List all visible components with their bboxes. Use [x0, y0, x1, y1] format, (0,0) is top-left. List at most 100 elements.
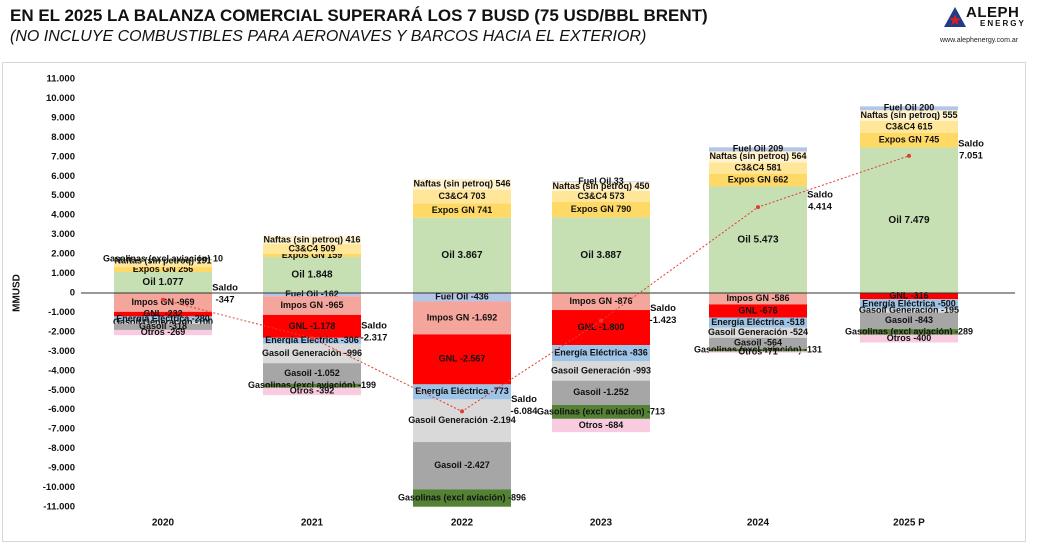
bar-segment	[552, 380, 650, 405]
saldo-point	[907, 153, 911, 158]
bar-segment	[114, 323, 212, 330]
saldo-point	[756, 205, 760, 210]
y-tick-label: 5.000	[51, 190, 75, 201]
y-tick-label: 3.000	[51, 229, 75, 240]
bar-data-label: GNL -232	[143, 308, 182, 318]
bar-data-label: Fuel Oil 209	[733, 144, 784, 154]
bar-segment	[552, 181, 650, 183]
bar-segment	[413, 399, 511, 443]
bar-segment	[413, 179, 511, 190]
y-tick-label: 2.000	[51, 249, 75, 260]
bar-data-label: Naftas (sin petroq) 416	[263, 234, 360, 244]
bar-segment	[114, 267, 212, 273]
bar-data-label: Energía Eléctrica -773	[415, 386, 509, 396]
y-tick-label: -4.000	[48, 365, 75, 376]
bar-data-label: C3&C4 581	[734, 162, 781, 172]
bar-segment	[709, 317, 807, 328]
bar-segment	[263, 337, 361, 344]
bar-segment	[263, 343, 361, 364]
bar-segment	[709, 348, 807, 352]
bar-segment	[413, 189, 511, 204]
bar-data-label: Otros -71	[738, 346, 778, 356]
bar-data-label: Expos GN 256	[133, 264, 194, 274]
bar-data-label: Naftas (sin petroq) 450	[552, 181, 649, 191]
bar-segment	[114, 316, 212, 322]
bar-segment	[709, 337, 807, 349]
bar-segment	[114, 263, 212, 268]
y-tick-label: -6.000	[48, 404, 75, 415]
bar-data-label: Fuel Oil 200	[884, 103, 935, 113]
saldo-label: Saldo	[361, 321, 387, 332]
bar-data-label: Oil 1.848	[291, 270, 333, 281]
bar-data-label: Gasoil -564	[734, 338, 782, 348]
logo-name: ALEPH	[966, 4, 1020, 21]
bar-data-label: Gasoil -318	[139, 321, 187, 331]
y-tick-label: 4.000	[51, 210, 75, 221]
y-tick-label: -8.000	[48, 443, 75, 454]
bar-data-label: Gasolinas (excl aviación) -896	[398, 492, 526, 502]
bar-data-label: Expos GN 741	[432, 205, 493, 215]
bar-segment	[709, 351, 807, 353]
bar-data-label: Gasoil Generación -524	[708, 327, 808, 337]
bar-segment	[114, 293, 212, 312]
saldo-label: 7.051	[959, 150, 983, 161]
y-tick-label: -11.000	[43, 502, 75, 513]
aleph-energy-logo: ALEPH ENERGY www.alephenergy.com.ar	[940, 4, 1036, 50]
y-tick-label: -9.000	[48, 463, 75, 474]
bar-data-label: Otros -684	[579, 420, 624, 430]
bar-data-label: Naftas (sin petroq) 191	[114, 256, 211, 266]
x-tick-label: 2024	[747, 518, 770, 529]
bar-data-label: Gasolinas (excl aviación) -289	[845, 326, 973, 336]
bar-data-label: Impos GN -586	[726, 293, 789, 303]
bar-segment	[709, 173, 807, 187]
bar-data-label: Naftas (sin petroq) 555	[860, 110, 957, 120]
bar-segment	[860, 299, 958, 309]
bar-data-label: Impos GN -1.692	[427, 312, 498, 322]
bar-data-label: Oil 3.867	[441, 250, 483, 261]
bar-segment	[413, 334, 511, 385]
saldo-label: -1.423	[650, 315, 677, 326]
bar-segment	[263, 293, 361, 297]
chart-panel: MMUSD 11.000 10.000 9.000 8.000 7.000 6.000 5.0…	[2, 62, 1026, 542]
bar-segment	[552, 190, 650, 203]
bar-segment	[709, 151, 807, 163]
saldo-label: Saldo	[958, 138, 984, 149]
bar-segment	[709, 186, 807, 293]
bar-data-label: Gasoil Generación -2.194	[408, 415, 516, 425]
bar-segment	[552, 418, 650, 433]
bar-data-label: Oil 7.479	[888, 215, 930, 226]
bar-data-label: Gasolinas (excl aviación) 10	[103, 254, 223, 264]
bar-segment	[709, 162, 807, 174]
logo-sub: ENERGY	[980, 19, 1026, 28]
y-tick-label: -2.000	[48, 326, 75, 337]
saldo-label: Saldo	[650, 303, 676, 314]
bar-data-label: Gasoil -843	[885, 315, 933, 325]
saldo-label: -2.317	[361, 333, 388, 344]
y-tick-label: 1.000	[51, 268, 75, 279]
bar-data-label: Energía Eléctrica -500	[862, 298, 956, 308]
bar-segment	[552, 404, 650, 419]
bar-data-label: Expos GN 662	[728, 174, 789, 184]
saldo-label: Saldo	[212, 282, 238, 293]
saldo-label: -347	[215, 294, 234, 305]
bar-segment	[413, 489, 511, 507]
bar-data-label: C3&C4 703	[438, 191, 485, 201]
bar-segment	[860, 110, 958, 122]
y-tick-label: 6.000	[51, 171, 75, 182]
bar-data-label: GNL -676	[738, 305, 777, 315]
bar-data-label: Gasoil Generación -993	[551, 365, 651, 375]
bar-data-label: Gasoil Generación -996	[262, 348, 362, 358]
y-tick-label: 8.000	[51, 132, 75, 143]
x-tick-label: 2023	[590, 518, 613, 529]
bar-segment	[114, 259, 212, 260]
bar-segment	[114, 259, 212, 264]
bar-segment	[552, 217, 650, 293]
bar-data-label: Gasolinas (excl aviación) -713	[537, 406, 665, 416]
bar-data-label: Gasoil -2.427	[434, 460, 490, 470]
bar-data-label: Energía Eléctrica -280	[116, 313, 210, 323]
x-tick-label: 2025 P	[893, 518, 925, 529]
logo-url: www.alephenergy.com.ar	[940, 37, 1019, 44]
bar-data-label: Fuel Oil -436	[435, 292, 489, 302]
bar-data-label: Gasoil Generación -100	[113, 317, 213, 327]
bar-segment	[552, 310, 650, 346]
